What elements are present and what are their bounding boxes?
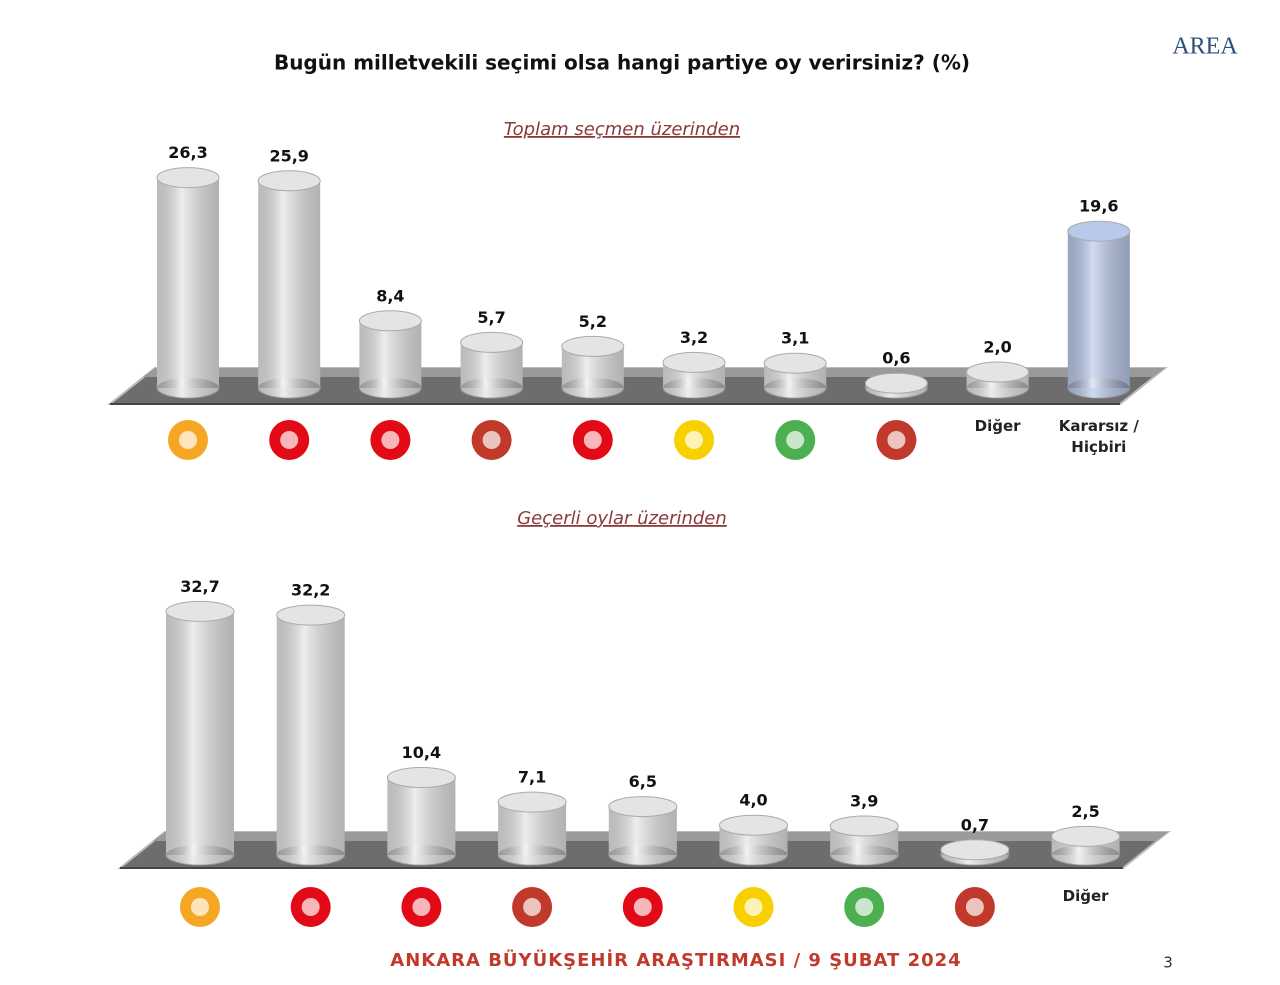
bar-bottom-shade xyxy=(830,845,899,865)
party-logo-inner xyxy=(887,431,906,449)
value-label: 6,5 xyxy=(629,772,657,791)
value-label: 32,2 xyxy=(291,581,330,600)
bar-top xyxy=(386,767,456,789)
footer: ANKARA BÜYÜKŞEHİR ARAŞTIRMASI / 9 ŞUBAT … xyxy=(390,949,961,971)
bar-top xyxy=(608,796,678,818)
party-logo-inner xyxy=(583,431,602,449)
bar-top xyxy=(763,352,827,374)
party-logo-inner xyxy=(280,431,299,449)
bar-bottom-shade xyxy=(966,378,1029,398)
value-label: 8,4 xyxy=(376,286,404,305)
bar-bottom-shade xyxy=(258,378,321,398)
value-label: 19,6 xyxy=(1079,197,1118,216)
party-logo-inner xyxy=(482,431,501,449)
bar-top xyxy=(966,361,1030,383)
value-label: 3,2 xyxy=(680,328,708,347)
value-label: 0,7 xyxy=(961,815,989,834)
value-label: 3,1 xyxy=(781,329,809,348)
bar-top xyxy=(460,331,524,353)
bar-shade xyxy=(387,777,456,855)
value-label: 10,4 xyxy=(402,743,441,762)
value-label: 4,0 xyxy=(739,791,767,810)
bar-top xyxy=(561,335,625,357)
value-label: 3,9 xyxy=(850,791,878,810)
value-label: 26,3 xyxy=(168,143,207,162)
bar-top xyxy=(156,167,220,189)
page-number: 3 xyxy=(1163,954,1173,972)
bar-top xyxy=(276,604,346,626)
bar-bottom-shade xyxy=(460,378,523,398)
x-tick-label: Diğer xyxy=(974,417,1021,435)
party-logo-inner xyxy=(381,431,400,449)
bar-top xyxy=(940,839,1010,861)
bar-top xyxy=(497,791,567,813)
value-label: 25,9 xyxy=(269,146,308,165)
chart-subtitle: Toplam seçmen üzerinden xyxy=(504,119,740,140)
bar-bottom-shade xyxy=(1067,378,1130,398)
bar-bottom-shade xyxy=(1051,845,1120,865)
bar-top xyxy=(662,351,726,373)
chart-subtitle: Geçerli oylar üzerinden xyxy=(517,508,727,529)
bar-top xyxy=(829,815,899,837)
party-logo-inner xyxy=(412,898,431,916)
party-logo-inner xyxy=(179,431,197,449)
bar-bottom-shade xyxy=(663,378,725,398)
bar-bottom-shade xyxy=(561,378,624,398)
value-label: 2,5 xyxy=(1071,802,1099,821)
party-logo-inner xyxy=(685,431,703,449)
bar-top xyxy=(358,310,422,332)
x-tick-label: Diğer xyxy=(1062,887,1109,905)
value-label: 32,7 xyxy=(180,577,219,596)
bar-bottom-shade xyxy=(498,845,567,865)
party-logo-inner xyxy=(301,898,320,916)
bar-top xyxy=(257,170,321,192)
page-title: Bugün milletvekili seçimi olsa hangi par… xyxy=(274,51,970,75)
bar-shade xyxy=(258,180,321,388)
bar-shade xyxy=(157,177,219,388)
party-logo-inner xyxy=(191,898,209,916)
bar-shade xyxy=(359,320,422,388)
bar-bottom-shade xyxy=(166,845,234,865)
bar-bottom-shade xyxy=(608,845,677,865)
bar-shade xyxy=(276,615,345,855)
bar-bottom-shade xyxy=(719,845,788,865)
bar-bottom-shade xyxy=(359,378,422,398)
x-tick-label: Kararsız / Hiçbiri xyxy=(1058,417,1139,456)
value-label: 5,2 xyxy=(579,312,607,331)
party-logo-inner xyxy=(633,898,652,916)
bar-bottom-shade xyxy=(764,378,827,398)
bar-top xyxy=(165,600,235,622)
bar-bottom-shade xyxy=(157,378,219,398)
bar-top xyxy=(1067,220,1131,242)
bar-top xyxy=(864,372,928,394)
party-logo-inner xyxy=(855,898,874,916)
bar-bottom-shade xyxy=(276,845,345,865)
value-label: 0,6 xyxy=(882,349,910,368)
value-label: 7,1 xyxy=(518,768,546,787)
bar-top xyxy=(1051,825,1121,847)
bar-shade xyxy=(1067,231,1130,388)
bar-top xyxy=(719,814,788,836)
party-logo-inner xyxy=(744,898,763,916)
party-logo-inner xyxy=(523,898,542,916)
party-logo-inner xyxy=(786,431,805,449)
value-label: 5,7 xyxy=(477,308,505,327)
bar-bottom-shade xyxy=(387,845,456,865)
bar-shade xyxy=(166,611,234,855)
party-logo-inner xyxy=(965,898,984,916)
logo: AREA xyxy=(1172,34,1238,60)
value-label: 2,0 xyxy=(983,338,1011,357)
